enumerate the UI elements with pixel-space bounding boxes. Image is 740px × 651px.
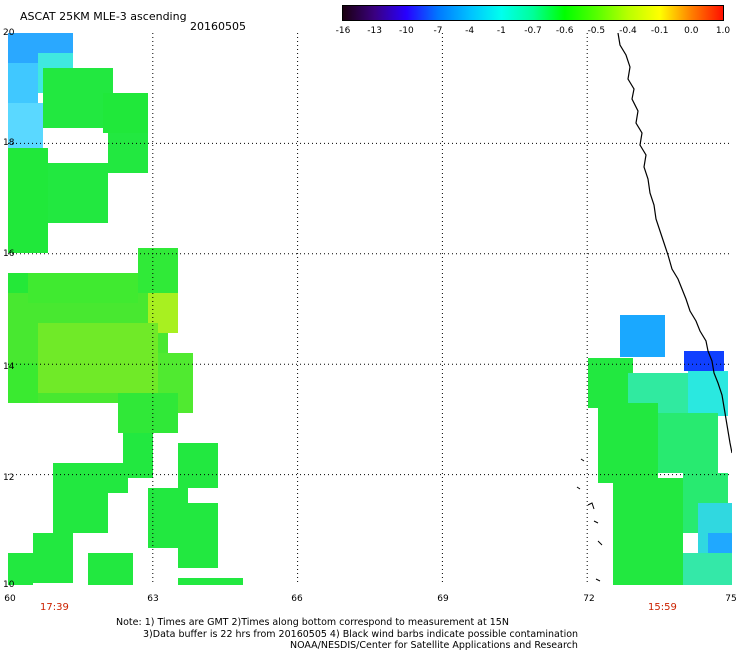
wind-cell bbox=[88, 553, 133, 585]
wind-cell bbox=[8, 63, 38, 103]
note-line-1: Note: 1) Times are GMT 2)Times along bot… bbox=[116, 617, 509, 628]
wind-cell bbox=[178, 578, 243, 585]
colorbar-tick-label: -13 bbox=[367, 26, 383, 36]
time-right: 15:59 bbox=[648, 602, 677, 613]
wind-cell bbox=[118, 393, 178, 433]
wind-cell bbox=[684, 351, 724, 371]
wind-cell bbox=[613, 478, 683, 585]
y-tick-label: 12 bbox=[3, 473, 15, 483]
y-tick-label: 18 bbox=[3, 138, 15, 148]
wind-cell bbox=[28, 273, 138, 303]
wind-cell bbox=[8, 103, 43, 148]
wind-cell bbox=[178, 503, 218, 568]
wind-cells bbox=[8, 33, 732, 585]
colorbar-tick-label: -16 bbox=[335, 26, 351, 36]
x-tick-label: 60 bbox=[4, 594, 16, 604]
wind-cell bbox=[8, 148, 48, 253]
note-line-2: 3)Data buffer is 22 hrs from 20160505 4)… bbox=[143, 629, 579, 640]
colorbar bbox=[342, 5, 724, 21]
colorbar-tick-label: -7 bbox=[433, 26, 443, 36]
wind-cell bbox=[108, 133, 148, 173]
wind-cell bbox=[48, 163, 108, 223]
map-date: 20160505 bbox=[190, 20, 246, 33]
colorbar-tick-label: -0.5 bbox=[587, 26, 606, 36]
x-tick-label: 63 bbox=[147, 594, 159, 604]
y-tick-label: 20 bbox=[3, 28, 15, 38]
colorbar-tick-label: -0.7 bbox=[524, 26, 542, 36]
wind-cell bbox=[8, 553, 33, 585]
wind-cell bbox=[43, 68, 113, 128]
x-tick-label: 66 bbox=[291, 594, 303, 604]
colorbar-tick-label: 1.0 bbox=[715, 26, 731, 36]
wind-cell bbox=[683, 553, 732, 585]
wind-cell bbox=[620, 315, 665, 357]
x-tick-label: 75 bbox=[725, 594, 737, 604]
islands bbox=[576, 458, 603, 582]
colorbar-tick-label: -1 bbox=[496, 26, 506, 36]
y-tick-label: 16 bbox=[3, 249, 15, 259]
grid-lines bbox=[8, 33, 732, 585]
x-tick-label: 72 bbox=[583, 594, 595, 604]
wind-cell bbox=[98, 463, 128, 493]
colorbar-tick-label: -0.6 bbox=[555, 26, 574, 36]
colorbar-tick-label: -4 bbox=[465, 26, 475, 36]
map-title: ASCAT 25KM MLE-3 ascending bbox=[20, 10, 187, 23]
wind-cell bbox=[33, 533, 73, 583]
map-plot bbox=[8, 33, 732, 585]
time-left: 17:39 bbox=[40, 602, 69, 613]
colorbar-tick-label: -10 bbox=[398, 26, 414, 36]
y-tick-label: 10 bbox=[3, 580, 15, 590]
wind-cell bbox=[8, 363, 38, 403]
note-line-3: NOAA/NESDIS/Center for Satellite Applica… bbox=[290, 640, 578, 651]
y-tick-label: 14 bbox=[3, 362, 15, 372]
colorbar-tick-label: -0.1 bbox=[650, 26, 669, 36]
colorbar-tick-label: 0.0 bbox=[684, 26, 699, 36]
colorbar-tick-label: -0.4 bbox=[619, 26, 637, 36]
wind-cell bbox=[38, 323, 158, 393]
wind-cell bbox=[588, 358, 633, 408]
coastline bbox=[617, 33, 732, 454]
wind-cell bbox=[178, 443, 218, 488]
wind-cell bbox=[658, 413, 718, 473]
x-tick-label: 69 bbox=[437, 594, 449, 604]
wind-cell bbox=[103, 93, 148, 133]
wind-cell bbox=[598, 403, 658, 483]
